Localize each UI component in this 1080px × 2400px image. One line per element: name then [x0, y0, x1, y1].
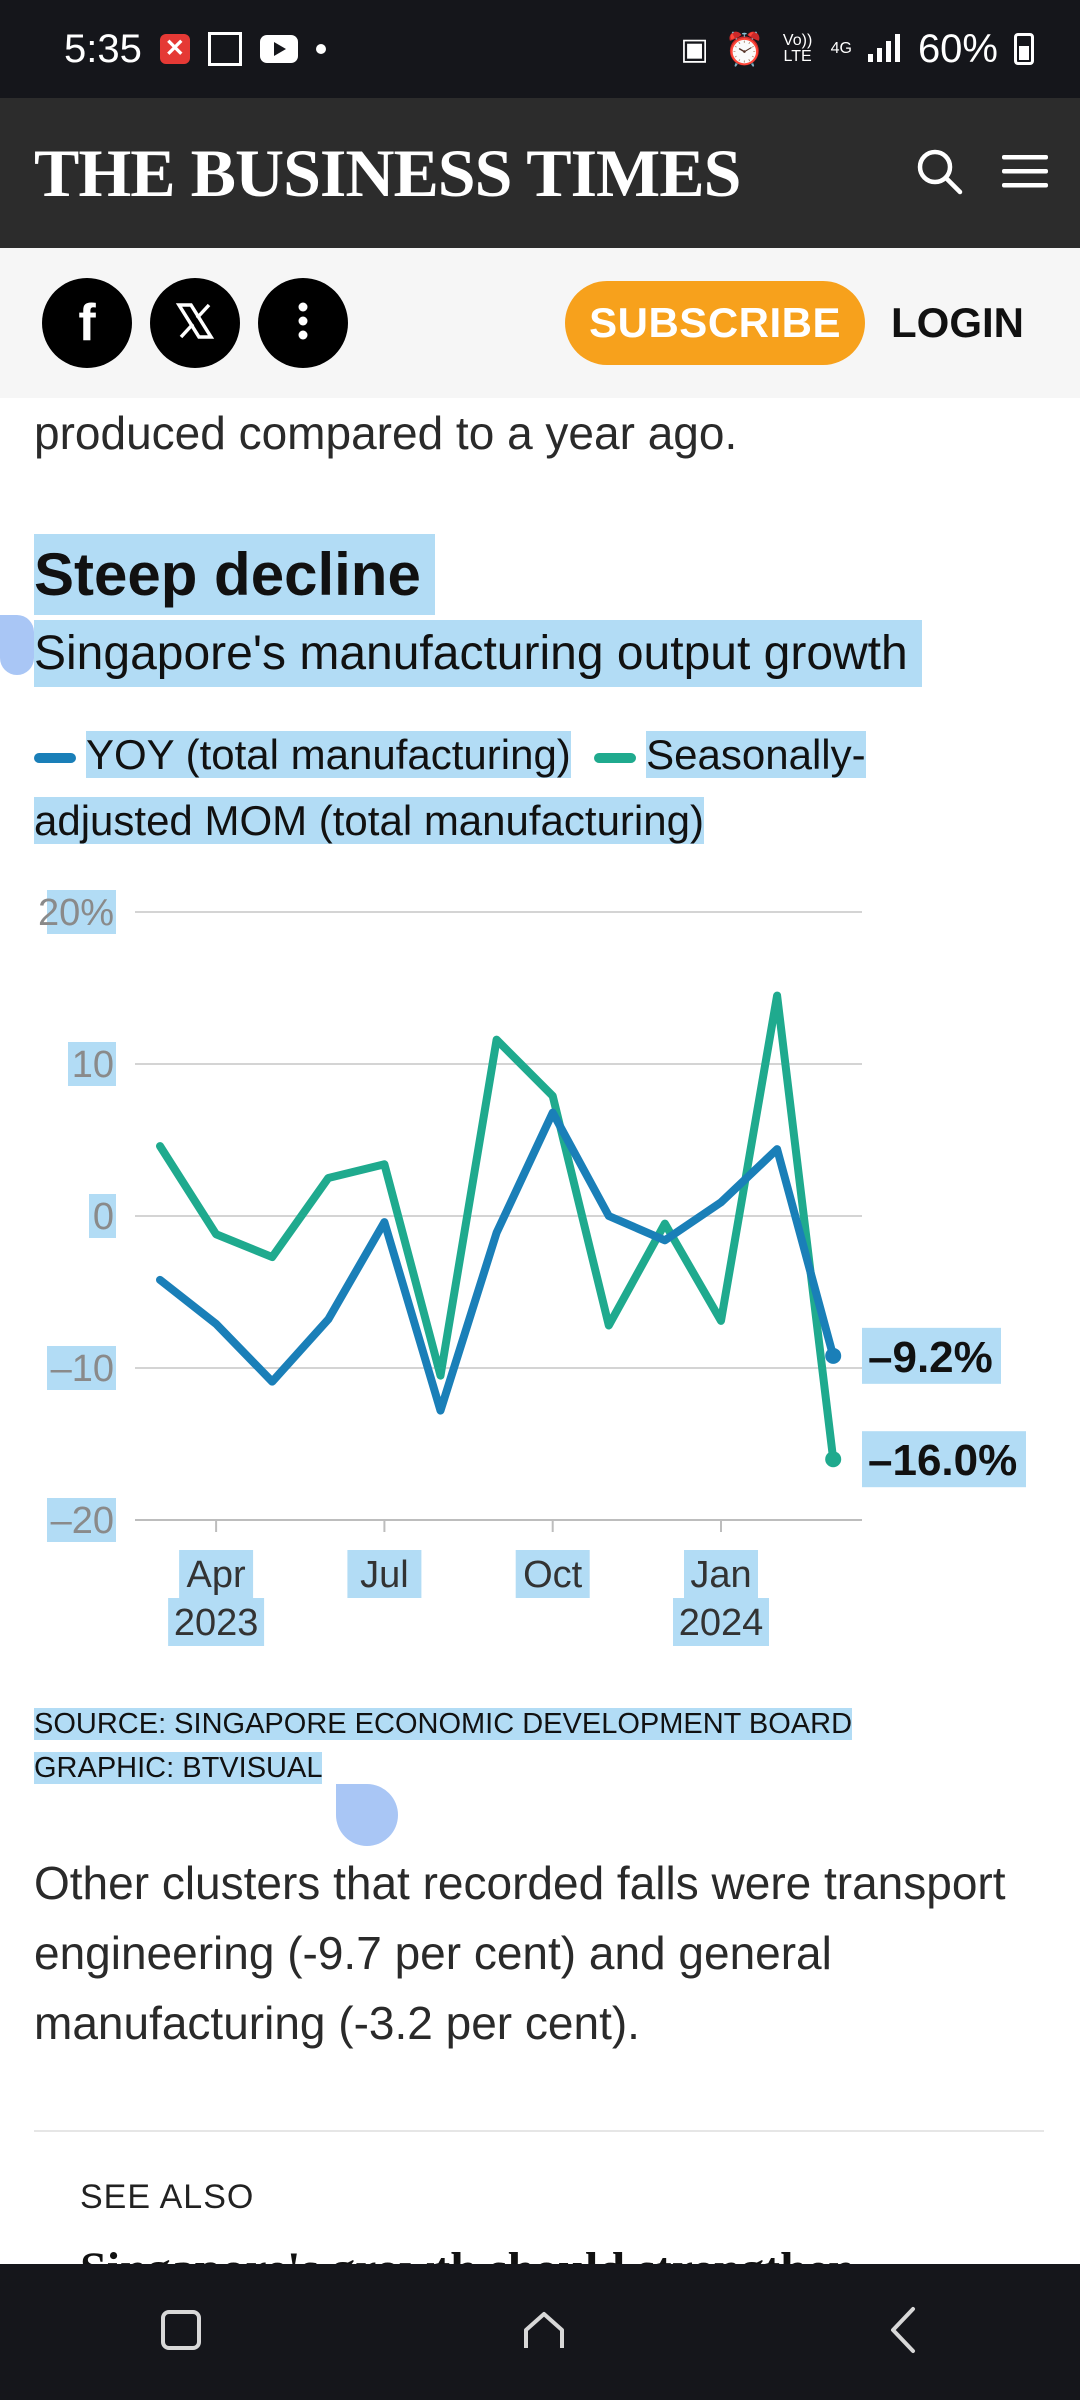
y-tick-label: 20% [38, 892, 114, 934]
y-tick-highlight [47, 890, 116, 934]
back-button-icon[interactable] [885, 2305, 921, 2360]
legend-swatch-mom [594, 752, 637, 763]
x-tick-year-highlight [168, 1598, 265, 1646]
signal-icon [867, 27, 902, 72]
series-endpoint-mom [825, 1451, 842, 1468]
see-also-headline[interactable]: Singapore's growth should strengthen [80, 2240, 855, 2266]
site-logo[interactable]: THE BUSINESS TIMES [34, 134, 741, 211]
x-tick-year-highlight [673, 1598, 769, 1646]
x-tick-label: Apr [187, 1554, 246, 1596]
x-tick-year-label: 2024 [679, 1602, 764, 1644]
article-paragraph-2: Other clusters that recorded falls were … [34, 1857, 1006, 2049]
selection-start-handle[interactable] [0, 615, 34, 675]
source-line: SOURCE: SINGAPORE ECONOMIC DEVELOPMENT B… [34, 1708, 853, 1740]
battery-percent: 60% [917, 26, 998, 71]
legend-swatch-yoy [34, 752, 76, 763]
line-chart: 20% 10 0 –10 –20 Apr 2023 Jul Oct Jan 2024 –9.2% –16… [38, 890, 1026, 1646]
article-paragraph: produced compared to a year ago. [34, 407, 738, 459]
y-tick-highlight [47, 1346, 116, 1390]
facebook-icon: f [78, 294, 96, 352]
legend-label-yoy: YOY (total manufacturing) [86, 731, 571, 778]
y-tick-label: 0 [93, 1196, 114, 1238]
alarm-icon: ⏰ [724, 31, 765, 67]
more-vertical-icon [297, 301, 309, 346]
end-label-highlight [862, 1327, 1001, 1384]
y-tick-highlight [47, 1498, 116, 1542]
selection-end-handle[interactable] [336, 1784, 398, 1846]
recents-button-icon[interactable] [159, 2308, 203, 2357]
home-button-icon[interactable] [520, 2308, 568, 2357]
more-share-button[interactable] [258, 278, 348, 368]
section-divider [34, 2130, 1044, 2132]
x-tick-year-label: 2023 [174, 1602, 259, 1644]
x-tick-highlight [684, 1550, 758, 1598]
news-app-icon [207, 32, 242, 66]
chart-source: SOURCE: SINGAPORE ECONOMIC DEVELOPMENT B… [34, 1702, 853, 1790]
more-notifications-dot-icon [315, 44, 326, 54]
site-header: THE BUSINESS TIMES [0, 98, 1080, 248]
y-tick-label: 10 [72, 1044, 114, 1086]
y-tick-highlight [68, 1042, 116, 1086]
chart-legend: YOY (total manufacturing) Seasonally-adj… [34, 722, 1014, 854]
y-tick-label: –20 [51, 1500, 114, 1542]
status-bar: 5:35 ✕ ▣ ⏰ Vo)) LTE 4G 60% [0, 0, 1080, 98]
x-tick-label: Jul [360, 1554, 409, 1596]
x-tick-highlight [347, 1550, 422, 1598]
x-tick-highlight [515, 1550, 590, 1598]
battery-icon [1014, 33, 1034, 65]
series-line-mom [156, 991, 838, 1464]
system-nav-bar [0, 2264, 1080, 2400]
end-value-label-yoy: –9.2% [868, 1333, 993, 1382]
x-tick-highlight [179, 1550, 254, 1598]
facebook-share-button[interactable]: f [42, 278, 132, 368]
youtube-icon [259, 35, 298, 63]
y-tick-highlight [89, 1194, 116, 1238]
see-also-label: SEE ALSO [80, 2178, 255, 2216]
search-icon[interactable] [914, 146, 964, 201]
login-button[interactable]: LOGIN [891, 299, 1024, 346]
series-line-yoy [156, 1108, 838, 1415]
action-bar: f SUBSCRIBE LOGIN [0, 248, 1080, 398]
series-endpoint-yoy [825, 1347, 842, 1364]
x-tick-label: Jan [690, 1554, 751, 1596]
menu-icon[interactable] [1002, 151, 1048, 196]
end-label-highlight [862, 1431, 1026, 1488]
clock: 5:35 [64, 26, 142, 71]
subscribe-button[interactable]: SUBSCRIBE [565, 281, 865, 365]
chart-subtitle: Singapore's manufacturing output growth [34, 620, 922, 687]
x-share-button[interactable] [150, 278, 240, 368]
network-type: 4G [830, 40, 852, 57]
battery-saver-icon: ▣ [680, 32, 709, 66]
y-tick-label: –10 [51, 1348, 114, 1390]
volte-indicator: Vo)) LTE [782, 32, 813, 65]
chart-title: Steep decline [34, 534, 435, 615]
notification-app-icon: ✕ [159, 34, 190, 64]
x-icon [175, 301, 215, 346]
x-tick-label: Oct [523, 1554, 583, 1596]
end-value-label-mom: –16.0% [868, 1436, 1017, 1485]
graphic-credit: GRAPHIC: BTVISUAL [34, 1752, 323, 1784]
